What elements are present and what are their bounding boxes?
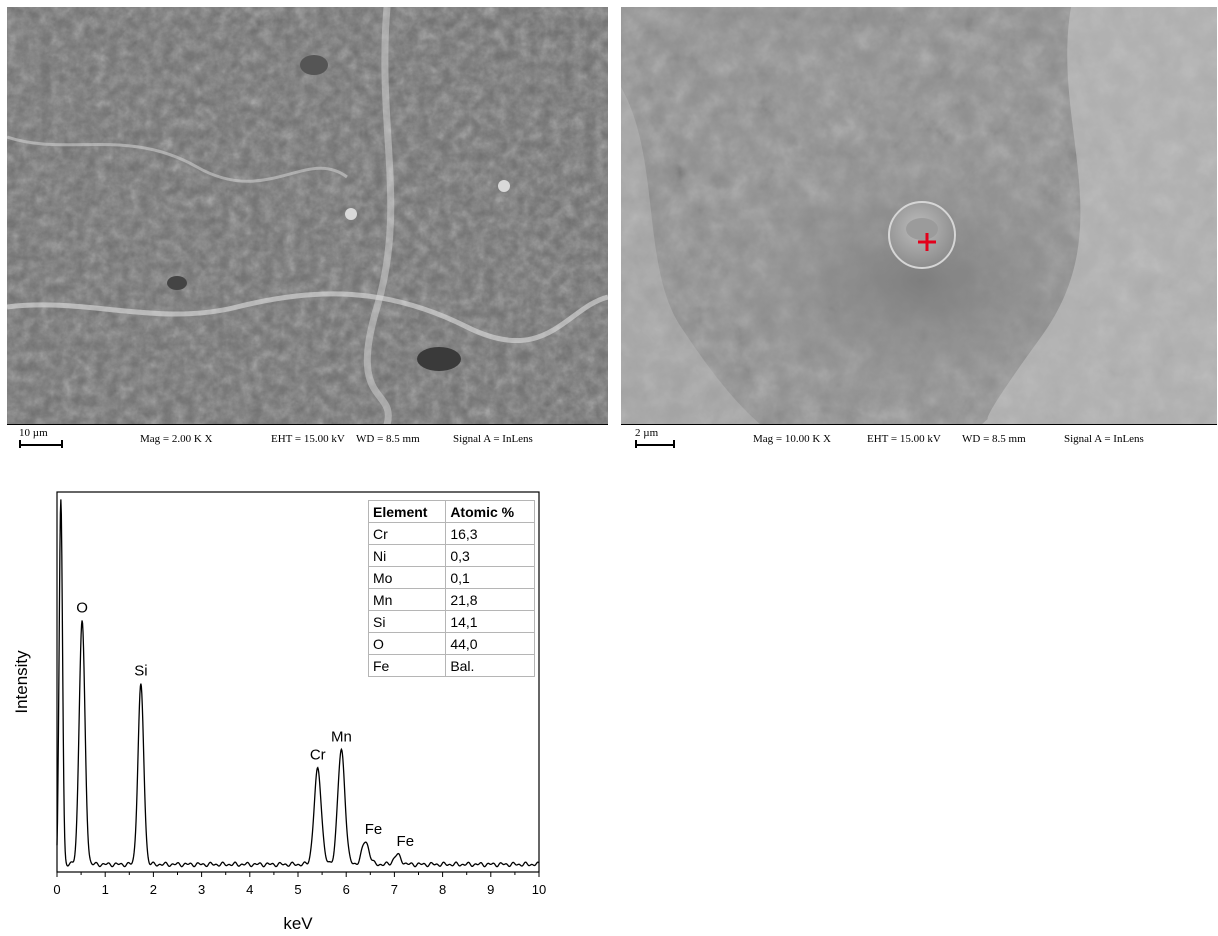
peak-label-o: O (76, 599, 88, 616)
signal-label: Signal A = InLens (453, 433, 533, 445)
scale-bar (19, 440, 63, 448)
composition-table: Element Atomic % Cr 16,3 Ni 0,3 Mo 0,1 Mn 21,8 S… (367, 500, 535, 677)
eht-label: EHT = 15.00 kV (867, 433, 941, 445)
table-row: Mo 0,1 (367, 566, 535, 589)
table-row: Ni 0,3 (367, 544, 535, 567)
element-cell: Si (367, 610, 447, 633)
sem-image-right: 2 µm Mag = 10.00 K X EHT = 15.00 kV WD =… (621, 7, 1217, 453)
magnification-label: Mag = 2.00 K X (140, 433, 213, 445)
scale-label: 2 µm (635, 427, 659, 439)
element-cell: Fe (367, 654, 447, 677)
element-cell: Mn (367, 588, 447, 611)
y-axis-label: Intensity (12, 650, 31, 714)
x-tick-label: 10 (532, 882, 546, 897)
element-cell: O (367, 632, 447, 655)
sem-info-bar-left: 10 µm Mag = 2.00 K X EHT = 15.00 kV WD =… (7, 424, 608, 453)
x-tick-label: 6 (343, 882, 350, 897)
x-tick-label: 3 (198, 882, 205, 897)
x-axis-label: keV (283, 914, 313, 933)
element-cell: Cr (367, 522, 447, 545)
wd-label: WD = 8.5 mm (356, 433, 420, 445)
x-tick-label: 4 (246, 882, 253, 897)
scale-bar (635, 440, 675, 448)
signal-label: Signal A = InLens (1064, 433, 1144, 445)
x-tick-label: 2 (150, 882, 157, 897)
peak-label-si: Si (134, 663, 147, 680)
table-header-row: Element Atomic % (367, 500, 535, 523)
element-cell: Ni (367, 544, 447, 567)
header-atomic-percent: Atomic % (445, 500, 535, 523)
table-row: Fe Bal. (367, 654, 535, 677)
sem-info-bar-right: 2 µm Mag = 10.00 K X EHT = 15.00 kV WD =… (621, 424, 1217, 453)
atomic-percent-cell: 0,1 (445, 566, 535, 589)
atomic-percent-cell: 14,1 (445, 610, 535, 633)
analysis-point-marker (918, 233, 936, 251)
x-tick-label: 7 (391, 882, 398, 897)
peak-label-mn: Mn (331, 728, 352, 745)
atomic-percent-cell: 44,0 (445, 632, 535, 655)
sem-fracture-surface-right (621, 7, 1217, 425)
x-tick-label: 9 (487, 882, 494, 897)
x-tick-label: 1 (102, 882, 109, 897)
x-tick-label: 0 (53, 882, 60, 897)
sem-fracture-surface-left (7, 7, 608, 425)
scale-label: 10 µm (19, 427, 48, 439)
sem-image-left: 10 µm Mag = 2.00 K X EHT = 15.00 kV WD =… (7, 7, 608, 453)
atomic-percent-cell: 0,3 (445, 544, 535, 567)
atomic-percent-cell: 21,8 (445, 588, 535, 611)
peak-label-cr: Cr (310, 747, 326, 764)
element-cell: Mo (367, 566, 447, 589)
x-tick-label: 5 (294, 882, 301, 897)
table-row: Cr 16,3 (367, 522, 535, 545)
table-row: O 44,0 (367, 632, 535, 655)
atomic-percent-cell: Bal. (445, 654, 535, 677)
table-row: Mn 21,8 (367, 588, 535, 611)
table-row: Si 14,1 (367, 610, 535, 633)
peak-label-fe: Fe (397, 833, 415, 850)
header-element: Element (367, 500, 447, 523)
magnification-label: Mag = 10.00 K X (753, 433, 832, 445)
eht-label: EHT = 15.00 kV (271, 433, 345, 445)
wd-label: WD = 8.5 mm (962, 433, 1026, 445)
atomic-percent-cell: 16,3 (445, 522, 535, 545)
peak-label-fe: Fe (365, 821, 383, 838)
x-tick-label: 8 (439, 882, 446, 897)
spectrum-line (56, 499, 540, 868)
